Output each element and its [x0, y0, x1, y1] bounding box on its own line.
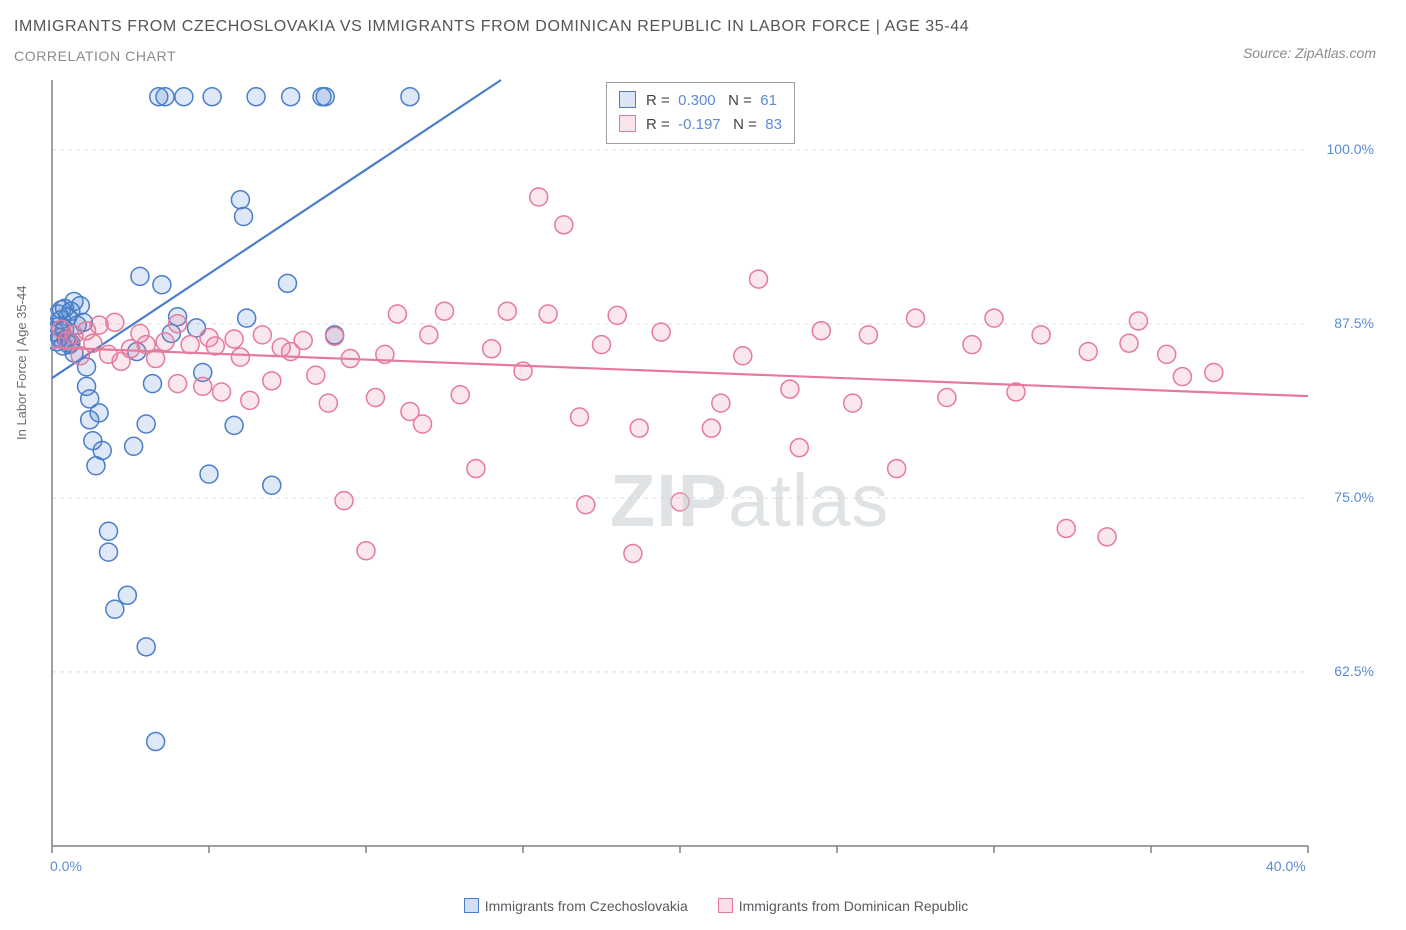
- chart-title: IMMIGRANTS FROM CZECHOSLOVAKIA VS IMMIGR…: [14, 18, 969, 36]
- legend-row-dominican: R = -0.197 N = 83: [619, 113, 782, 137]
- y-tick-label: 100.0%: [1314, 141, 1374, 157]
- chart-subtitle: CORRELATION CHART: [14, 48, 176, 64]
- legend-row-czech: R = 0.300 N = 61: [619, 89, 782, 113]
- legend-label-czech: Immigrants from Czechoslovakia: [485, 898, 688, 914]
- y-axis-label: In Labor Force | Age 35-44: [14, 286, 29, 440]
- y-tick-label: 75.0%: [1314, 489, 1374, 505]
- correlation-legend-box: R = 0.300 N = 61R = -0.197 N = 83: [606, 82, 795, 144]
- y-tick-label: 62.5%: [1314, 663, 1374, 679]
- x-tick-label: 40.0%: [1266, 858, 1306, 874]
- legend-swatch-dominican: [718, 898, 733, 913]
- scatter-plot-svg: [50, 78, 1368, 868]
- y-tick-label: 87.5%: [1314, 315, 1374, 331]
- series-legend-bottom: Immigrants from Czechoslovakia Immigrant…: [0, 898, 1406, 914]
- legend-label-dominican: Immigrants from Dominican Republic: [739, 898, 969, 914]
- source-attribution: Source: ZipAtlas.com: [1243, 45, 1376, 61]
- legend-swatch-czech: [464, 898, 479, 913]
- x-tick-label: 0.0%: [50, 858, 82, 874]
- plot-container: ZIPatlas R = 0.300 N = 61R = -0.197 N = …: [50, 78, 1368, 868]
